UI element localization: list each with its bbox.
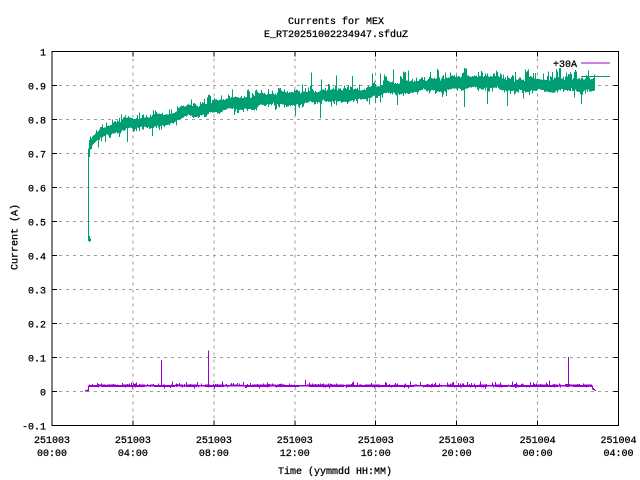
svg-text:0.7: 0.7 bbox=[28, 151, 46, 162]
svg-text:Current (A): Current (A) bbox=[10, 204, 22, 270]
svg-text:-0.1: -0.1 bbox=[22, 423, 46, 434]
svg-text:16:00: 16:00 bbox=[361, 449, 391, 460]
svg-text:251003: 251003 bbox=[196, 436, 232, 447]
svg-text:0.2: 0.2 bbox=[28, 321, 46, 332]
svg-text:0.1: 0.1 bbox=[28, 355, 46, 366]
svg-text:+30A: +30A bbox=[553, 60, 577, 71]
svg-text:Currents for MEX: Currents for MEX bbox=[288, 16, 384, 28]
svg-text:251003: 251003 bbox=[34, 436, 70, 447]
svg-text:0.6: 0.6 bbox=[28, 185, 46, 196]
svg-text:00:00: 00:00 bbox=[37, 449, 67, 460]
svg-text:0: 0 bbox=[40, 389, 46, 400]
svg-text:0.3: 0.3 bbox=[28, 287, 46, 298]
svg-text:1: 1 bbox=[40, 49, 46, 60]
svg-text:0.9: 0.9 bbox=[28, 83, 46, 94]
svg-text:0.5: 0.5 bbox=[28, 219, 46, 230]
svg-text:0.8: 0.8 bbox=[28, 117, 46, 128]
svg-text:0.4: 0.4 bbox=[28, 253, 46, 264]
svg-text:00:00: 00:00 bbox=[523, 449, 553, 460]
svg-text:251003: 251003 bbox=[115, 436, 151, 447]
svg-text:Time (yymmdd HH:MM): Time (yymmdd HH:MM) bbox=[278, 466, 392, 478]
svg-text:251004: 251004 bbox=[520, 436, 556, 447]
svg-text:E_RT20251002234947.sfduZ: E_RT20251002234947.sfduZ bbox=[264, 29, 408, 41]
svg-text:04:00: 04:00 bbox=[603, 449, 633, 460]
svg-text:251003: 251003 bbox=[277, 436, 313, 447]
svg-text:08:00: 08:00 bbox=[199, 449, 229, 460]
svg-text:251003: 251003 bbox=[439, 436, 475, 447]
svg-text:04:00: 04:00 bbox=[118, 449, 148, 460]
svg-text:251003: 251003 bbox=[358, 436, 394, 447]
svg-text:251004: 251004 bbox=[600, 436, 636, 447]
svg-text:20:00: 20:00 bbox=[442, 449, 472, 460]
svg-text:12:00: 12:00 bbox=[280, 449, 310, 460]
